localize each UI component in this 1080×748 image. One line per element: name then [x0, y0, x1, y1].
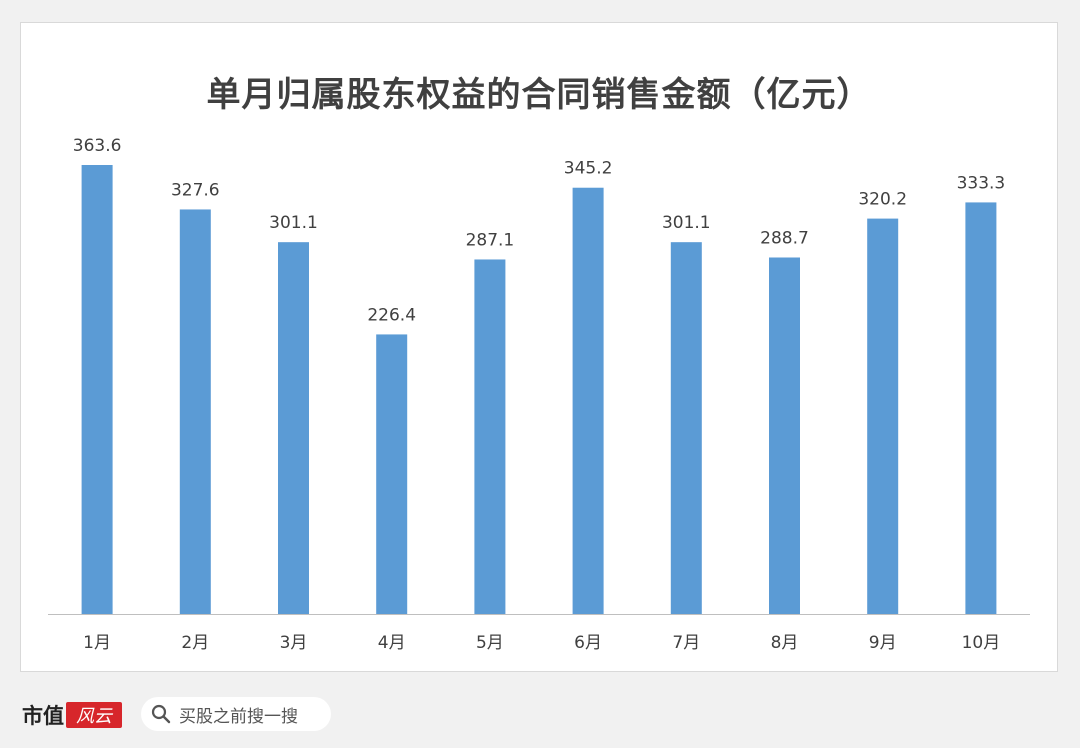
bar: [867, 218, 899, 614]
data-label: 327.6: [171, 180, 220, 200]
x-tick-label: 10月: [962, 633, 1001, 653]
bar: [376, 334, 408, 614]
bar: [572, 187, 604, 614]
x-tick-label: 5月: [476, 633, 504, 653]
data-label: 226.4: [367, 305, 416, 325]
chart-title: 单月归属股东权益的合同销售金额（亿元）: [206, 75, 872, 115]
x-tick-label: 9月: [869, 633, 897, 653]
search-icon: [151, 704, 171, 724]
brand-logo: 市值 风云: [22, 700, 122, 730]
x-tick-label: 2月: [181, 633, 209, 653]
bar: [965, 202, 997, 614]
search-bar[interactable]: 买股之前搜一搜: [141, 697, 331, 731]
x-tick-label: 6月: [574, 633, 602, 653]
x-tick-label: 1月: [83, 633, 111, 653]
bar: [769, 257, 800, 614]
data-label: 287.1: [466, 230, 515, 250]
logo-seal: 风云: [66, 702, 122, 728]
x-tick-label: 3月: [280, 633, 308, 653]
data-label: 333.3: [957, 173, 1006, 193]
logo-text: 市值: [22, 703, 64, 728]
data-label: 301.1: [662, 213, 711, 233]
data-label: 363.6: [73, 136, 122, 156]
data-label: 345.2: [564, 159, 613, 179]
data-label: 320.2: [858, 190, 907, 210]
bar: [179, 209, 211, 614]
bar: [670, 242, 702, 614]
data-label: 301.1: [269, 213, 318, 233]
x-tick-label: 7月: [672, 633, 700, 653]
bar: [474, 259, 506, 614]
search-text: 买股之前搜一搜: [179, 706, 298, 727]
bar: [278, 242, 309, 614]
data-label: 288.7: [760, 228, 809, 248]
bar: [81, 165, 113, 614]
x-tick-label: 8月: [771, 633, 799, 653]
x-tick-label: 4月: [378, 633, 406, 653]
